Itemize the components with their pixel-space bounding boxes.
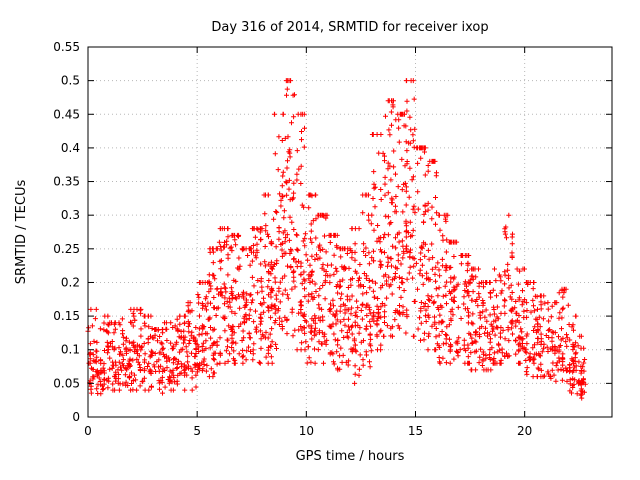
y-tick-label: 0.15 (53, 309, 80, 323)
y-tick-label: 0.2 (61, 275, 80, 289)
y-tick-label: 0.1 (61, 343, 80, 357)
y-tick-label: 0.55 (53, 40, 80, 54)
x-tick-label: 15 (408, 424, 423, 438)
scatter-points (85, 78, 588, 401)
x-tick-label: 10 (299, 424, 314, 438)
x-tick-label: 20 (517, 424, 532, 438)
x-tick-label: 0 (84, 424, 92, 438)
plot-border (87, 46, 613, 418)
y-tick-label: 0.45 (53, 107, 80, 121)
y-tick-label: 0.4 (61, 141, 80, 155)
axes (87, 46, 613, 418)
y-tick-label: 0.35 (53, 175, 80, 189)
y-tick-label: 0.5 (61, 74, 80, 88)
x-axis-label: GPS time / hours (296, 449, 405, 464)
tick-labels: 0 5 10 15 20 0 0.05 0.1 0.15 0.2 0.25 0.3 0.35 0.4 0.4… (53, 40, 532, 438)
y-tick-label: 0 (72, 410, 80, 424)
y-tick-label: 0.3 (61, 208, 80, 222)
data-point-markers (85, 78, 588, 401)
y-tick-label: 0.25 (53, 242, 80, 256)
y-axis-label: SRMTID / TECUs (14, 180, 29, 285)
chart-title: Day 316 of 2014, SRMTID for receiver ixo… (211, 20, 488, 35)
y-tick-label: 0.05 (53, 376, 80, 390)
x-tick-label: 5 (193, 424, 201, 438)
